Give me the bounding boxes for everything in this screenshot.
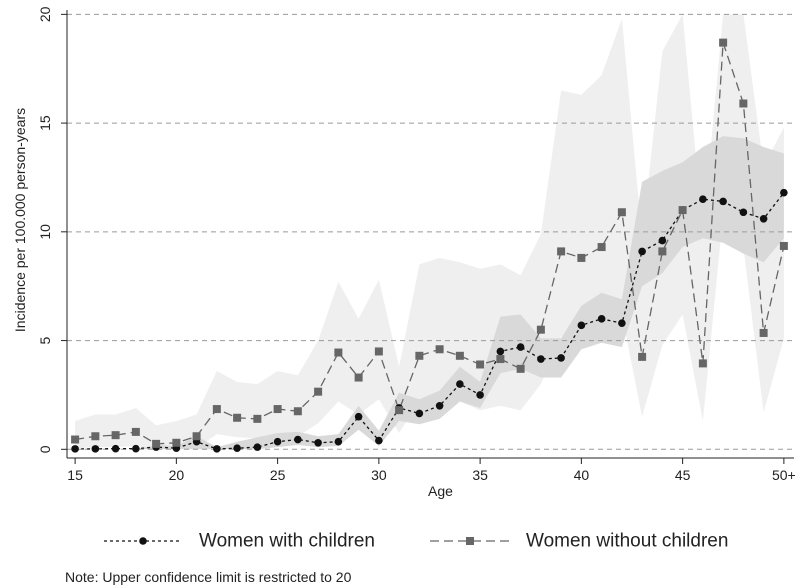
- data-point-without-children: [698, 359, 707, 368]
- legend-marker-circle: [139, 537, 147, 545]
- data-point-with-children: [213, 445, 221, 453]
- y-tick-label: 0: [37, 445, 53, 453]
- series-line-without-children: [74, 42, 785, 445]
- data-point-with-children: [638, 247, 646, 256]
- data-point-with-children: [557, 354, 565, 362]
- data-point-with-children: [456, 380, 464, 388]
- x-tick-label: 50+: [772, 467, 796, 483]
- data-point-without-children: [557, 247, 566, 256]
- data-point-without-children: [658, 247, 667, 256]
- y-axis-label: Incidence per 100.000 person-years: [12, 108, 28, 332]
- y-tick-label: 15: [37, 115, 53, 131]
- data-point-with-children: [719, 197, 727, 206]
- data-point-with-children: [111, 444, 120, 453]
- data-point-with-children: [780, 188, 788, 197]
- data-point-without-children: [172, 438, 181, 447]
- x-tick-label: 20: [169, 467, 185, 483]
- chart-note: Note: Upper confidence limit is restrict…: [65, 569, 352, 585]
- data-point-without-children: [435, 345, 444, 354]
- data-point-without-children: [152, 439, 161, 448]
- x-tick-label: 35: [472, 467, 488, 483]
- data-point-without-children: [759, 328, 768, 337]
- data-point-without-children: [597, 243, 606, 252]
- data-point-with-children: [71, 445, 79, 453]
- data-point-without-children: [577, 253, 586, 262]
- legend-item-with-children: Women with children: [104, 531, 375, 552]
- data-point-with-children: [577, 321, 586, 330]
- data-point-with-children: [375, 436, 383, 445]
- data-point-without-children: [415, 351, 424, 360]
- y-tick-label: 20: [37, 6, 53, 22]
- data-point-with-children: [516, 343, 525, 351]
- data-point-with-children: [496, 347, 505, 356]
- legend: Women with children Women without childr…: [104, 531, 728, 552]
- data-point-without-children: [476, 360, 485, 369]
- data-point-without-children: [536, 325, 545, 334]
- data-point-without-children: [739, 99, 748, 108]
- data-point-with-children: [435, 402, 444, 410]
- data-point-with-children: [739, 208, 748, 217]
- data-point-with-children: [253, 443, 262, 451]
- data-point-with-children: [294, 435, 302, 444]
- ticks: 15 20 25 30 35 40 45 50+ 0 5 10 15 20: [37, 6, 796, 483]
- data-point-without-children: [779, 241, 788, 250]
- data-point-with-children: [233, 444, 241, 453]
- data-point-with-children: [537, 355, 545, 363]
- data-point-with-children: [415, 409, 424, 418]
- data-point-with-children: [658, 236, 667, 245]
- legend-label-without-children: Women without children: [526, 531, 728, 552]
- legend-item-without-children: Women without children: [430, 531, 728, 552]
- data-point-without-children: [455, 351, 464, 360]
- y-tick-label: 5: [37, 336, 53, 344]
- confidence-bands: [75, 14, 784, 450]
- legend-label-with-children: Women with children: [199, 531, 375, 552]
- data-point-with-children: [759, 214, 768, 223]
- x-tick-label: 30: [371, 467, 387, 483]
- data-point-without-children: [212, 405, 221, 414]
- data-point-with-children: [597, 315, 606, 323]
- data-point-without-children: [496, 355, 505, 364]
- data-point-with-children: [354, 412, 363, 421]
- data-point-without-children: [91, 432, 100, 441]
- data-point-with-children: [334, 437, 343, 446]
- data-point-with-children: [699, 195, 707, 204]
- data-point-without-children: [314, 387, 323, 396]
- series: [71, 38, 788, 453]
- x-tick-label: 40: [574, 467, 590, 483]
- data-point-without-children: [334, 348, 343, 357]
- data-point-without-children: [395, 406, 404, 415]
- data-point-without-children: [273, 405, 282, 414]
- data-point-with-children: [132, 444, 140, 453]
- axes: [66, 10, 794, 459]
- data-point-without-children: [192, 432, 201, 441]
- ci-band-without-children: [75, 14, 784, 450]
- data-point-without-children: [617, 208, 626, 217]
- x-tick-label: 45: [675, 467, 691, 483]
- data-point-without-children: [638, 352, 647, 361]
- data-point-with-children: [476, 391, 484, 399]
- data-point-without-children: [678, 206, 687, 215]
- data-point-without-children: [111, 431, 120, 440]
- legend-marker-square: [466, 537, 474, 545]
- data-point-without-children: [354, 373, 363, 382]
- data-point-with-children: [314, 438, 322, 447]
- data-point-without-children: [233, 413, 242, 422]
- data-point-without-children: [253, 414, 262, 423]
- data-point-without-children: [71, 435, 80, 444]
- data-point-without-children: [293, 407, 302, 416]
- data-point-without-children: [374, 347, 383, 356]
- x-tick-label: 25: [270, 467, 286, 483]
- ci-band-with-children: [75, 136, 784, 450]
- data-point-with-children: [273, 437, 282, 446]
- data-point-without-children: [131, 427, 140, 436]
- data-point-with-children: [618, 319, 626, 327]
- x-axis-label: Age: [428, 483, 453, 499]
- data-point-with-children: [91, 445, 100, 453]
- data-point-without-children: [516, 364, 525, 373]
- gridlines: [67, 13, 794, 450]
- data-point-without-children: [719, 38, 728, 47]
- x-tick-label: 15: [67, 467, 83, 483]
- y-tick-label: 10: [37, 224, 53, 240]
